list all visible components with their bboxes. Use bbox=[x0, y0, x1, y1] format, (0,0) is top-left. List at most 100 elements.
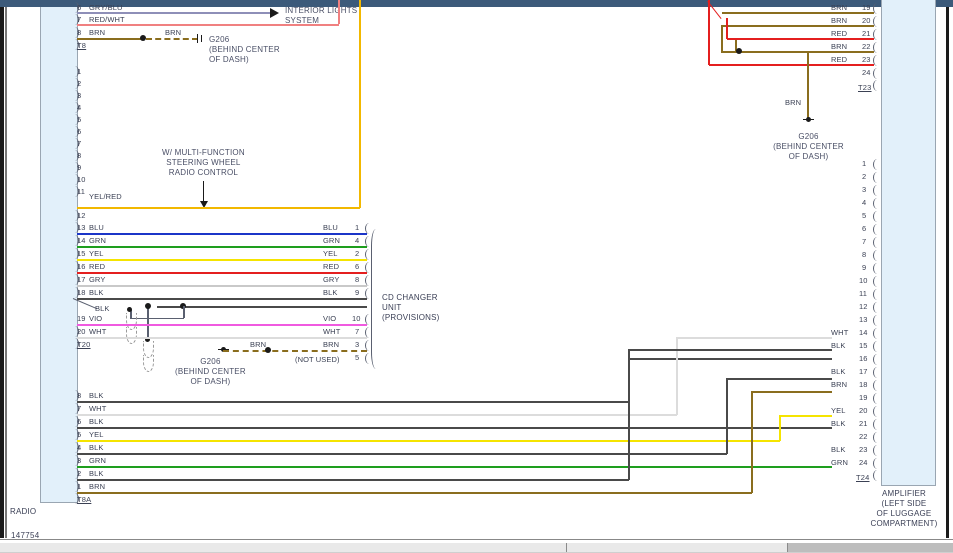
t8-brn-midspan-label: BRN bbox=[165, 28, 182, 37]
cd-pin7-wire-label: WHT bbox=[323, 327, 341, 336]
wire-t23-pin20 bbox=[722, 25, 874, 27]
t8a-pin8-bracket bbox=[73, 390, 79, 401]
wire-brn-dashed-t8 bbox=[146, 38, 198, 40]
t24-pin15-number: 15 bbox=[859, 341, 868, 350]
t20-pin18-wire-label: BLK bbox=[89, 288, 104, 297]
t24-pin14-bracket bbox=[873, 328, 879, 339]
t8-pin8-wire-label: BRN bbox=[89, 28, 106, 37]
t20-pin8-number: 8 bbox=[77, 151, 82, 160]
t24-pin2-number: 2 bbox=[862, 172, 867, 181]
t24-pin20-number: 20 bbox=[859, 406, 868, 415]
t24-id-bracket bbox=[873, 470, 879, 481]
t24-pin14-number: 14 bbox=[859, 328, 868, 337]
wire-t8a-pin2-run bbox=[77, 479, 629, 481]
t24-pin11-number: 11 bbox=[859, 289, 867, 298]
t20-pin12-bracket bbox=[73, 210, 79, 221]
splice-dot-shield-e bbox=[145, 337, 150, 342]
amplifier-line-3: OF LUGGAGE bbox=[876, 509, 932, 518]
interior-lights-label: INTERIOR LIGHTS SYSTEM bbox=[285, 6, 357, 26]
cd-pin4-number: 4 bbox=[355, 236, 360, 245]
window-left-border bbox=[0, 7, 4, 538]
t8a-pin1-bracket bbox=[73, 481, 79, 492]
t24-pin2-bracket bbox=[873, 172, 879, 183]
t8-pin6-bracket bbox=[73, 2, 79, 13]
swrc-line-3: RADIO CONTROL bbox=[168, 168, 239, 177]
t8a-pin5-wire-label: YEL bbox=[89, 430, 104, 439]
t8a-pin8-number: 8 bbox=[77, 391, 82, 400]
taskbar-segment-1[interactable] bbox=[0, 543, 567, 552]
ground-g206-note-center: G206 (BEHIND CENTER OF DASH) bbox=[175, 357, 246, 387]
t23-connector-id: T23 bbox=[858, 83, 872, 92]
cd-changer-unit-label: CD CHANGER UNIT (PROVISIONS) bbox=[382, 293, 440, 323]
t24-pin22-bracket bbox=[873, 432, 879, 443]
g206-right-line-2: (BEHIND CENTER bbox=[773, 142, 844, 151]
window-title-bar bbox=[0, 0, 953, 7]
cd-pin1-wire-label: BLU bbox=[323, 223, 338, 232]
t8a-pin1-wire-label: BRN bbox=[89, 482, 106, 491]
wire-yel-red-bottom bbox=[77, 207, 360, 209]
t20-pin14-bracket bbox=[73, 235, 79, 246]
radio-label: RADIO bbox=[10, 507, 37, 516]
t20-pin9-number: 9 bbox=[77, 163, 82, 172]
t20-pin11-wire-label: YEL/RED bbox=[89, 192, 122, 201]
t8-connector-id: T8 bbox=[77, 41, 87, 50]
shield-drop-b bbox=[147, 306, 149, 341]
t8a-pin3-number: 3 bbox=[77, 456, 82, 465]
t24-pin18-number: 18 bbox=[859, 380, 868, 389]
interior-lights-arrow-icon bbox=[270, 8, 279, 18]
ground-g206-note-right: G206 (BEHIND CENTER OF DASH) bbox=[740, 132, 877, 162]
wire-wht-cd bbox=[77, 337, 367, 339]
t20-pin5-bracket bbox=[73, 114, 79, 125]
t24-pin13-number: 13 bbox=[859, 315, 868, 324]
t24-pin20-wire-label: YEL bbox=[831, 406, 846, 415]
t24-pin3-number: 3 bbox=[862, 185, 867, 194]
t20-pin18-number: 18 bbox=[77, 288, 86, 297]
cd-pin3-number: 3 bbox=[355, 340, 360, 349]
t20-pin16-number: 16 bbox=[77, 262, 86, 271]
t20-pin18-bracket bbox=[73, 287, 79, 298]
t24-pin18-bracket bbox=[873, 380, 879, 391]
splice-dot-cd-brn bbox=[265, 347, 271, 353]
t8-id-bracket bbox=[73, 39, 79, 50]
wire-t8a-pin5-top bbox=[779, 415, 832, 417]
t24-pin12-bracket bbox=[873, 302, 879, 313]
t23-pin21-wire-label: RED bbox=[831, 29, 848, 38]
t24-pin4-bracket bbox=[873, 198, 879, 209]
t20-pin3-number: 3 bbox=[77, 91, 82, 100]
wire-brn-to-g206-right bbox=[807, 51, 809, 119]
radio-device-box bbox=[40, 7, 78, 503]
t24-pin24-wire-label: GRN bbox=[831, 458, 848, 467]
shield-bridge bbox=[130, 318, 184, 319]
t24-pin9-bracket bbox=[873, 263, 879, 274]
t23-pin20-wire-label: BRN bbox=[831, 16, 848, 25]
wire-gry-cd bbox=[77, 285, 367, 287]
taskbar-segment-active[interactable] bbox=[788, 543, 953, 552]
t20-pin19-wire-label: VIO bbox=[89, 314, 103, 323]
wire-t8a-pin7-top bbox=[676, 337, 832, 339]
t24-pin14-wire-label: WHT bbox=[831, 328, 849, 337]
cd-changer-line-2: UNIT bbox=[382, 303, 402, 312]
t8-pin6-wire-label: GRY/BLU bbox=[89, 3, 123, 12]
interior-lights-line-2: SYSTEM bbox=[285, 16, 320, 25]
amplifier-line-1: AMPLIFIER bbox=[881, 489, 927, 498]
g206-center-line-3: OF DASH) bbox=[190, 377, 231, 386]
g206-center-line-2: (BEHIND CENTER bbox=[175, 367, 246, 376]
ghost-loop-d bbox=[143, 355, 154, 372]
cd-pin6-wire-label: RED bbox=[323, 262, 340, 271]
t24-pin6-number: 6 bbox=[862, 224, 867, 233]
wire-gry-blu-t8-pin6 bbox=[77, 12, 270, 14]
t23-id-bracket bbox=[873, 80, 879, 91]
t8a-pin7-number: 7 bbox=[77, 404, 82, 413]
interior-lights-line-1: INTERIOR LIGHTS bbox=[285, 6, 358, 15]
t20-pin10-bracket bbox=[73, 174, 79, 185]
taskbar-segment-2[interactable] bbox=[567, 543, 788, 552]
t8a-pin2-number: 2 bbox=[77, 469, 82, 478]
t24-pin7-bracket bbox=[873, 237, 879, 248]
t8a-pin7-bracket bbox=[73, 403, 79, 414]
g206-right-line-1: G206 bbox=[798, 132, 819, 141]
t20-pin13-wire-label: BLU bbox=[89, 223, 104, 232]
t20-pin4-number: 4 bbox=[77, 103, 82, 112]
window-right-border bbox=[946, 7, 949, 538]
g206-top-line-1: G206 bbox=[209, 35, 230, 44]
g206-top-line-3: OF DASH) bbox=[209, 55, 249, 64]
